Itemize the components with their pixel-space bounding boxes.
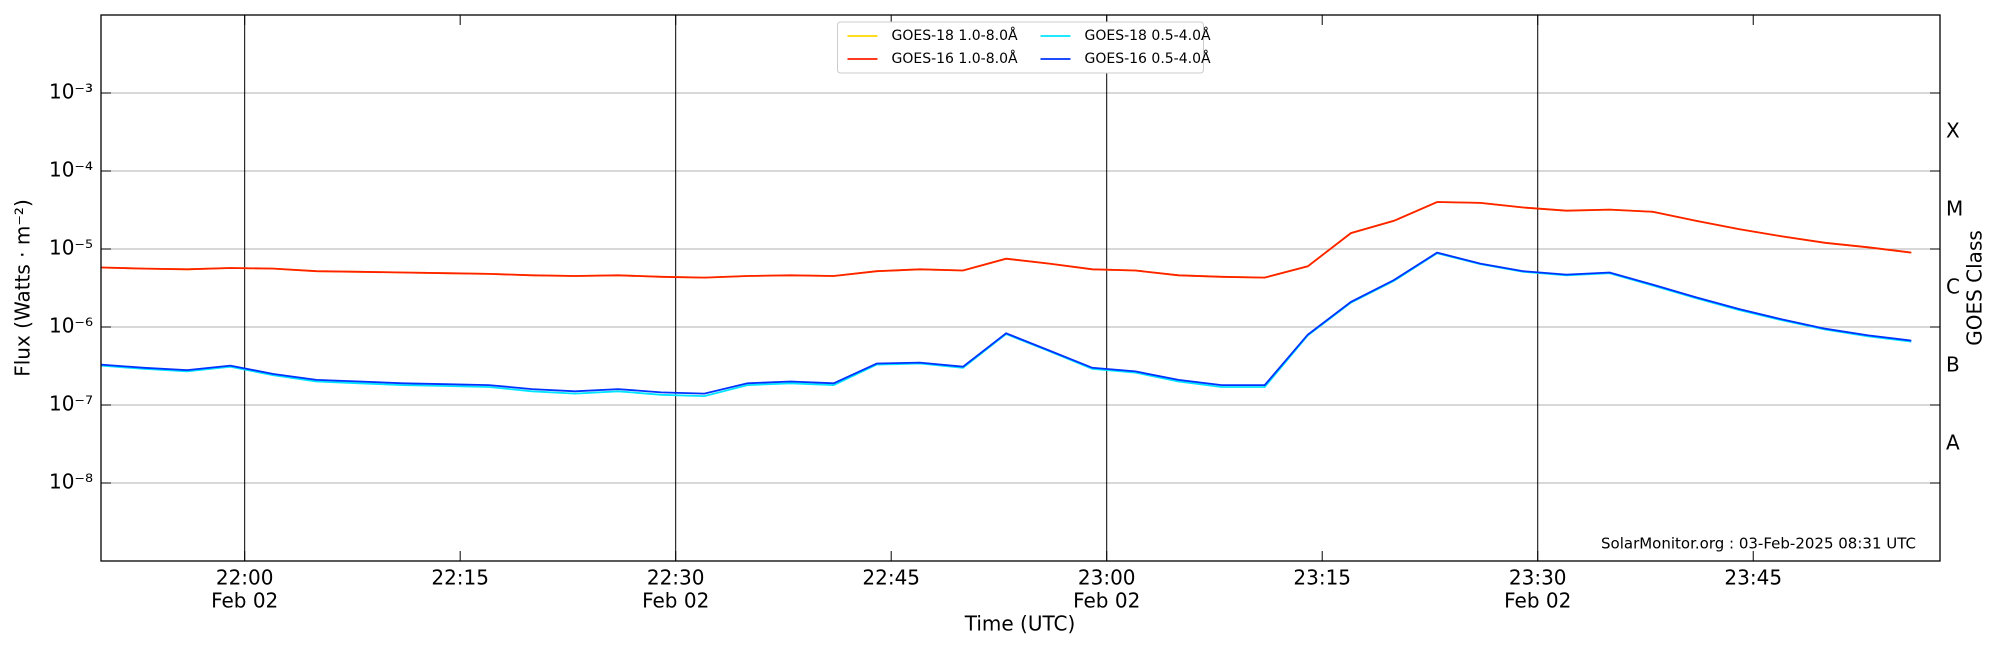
y-axis-label: Flux (Watts · m⁻²) — [11, 199, 35, 377]
y-tick-label: 10⁻⁷ — [49, 392, 93, 416]
plot-frame — [100, 14, 1941, 562]
series-line — [100, 201, 1912, 279]
series-line — [100, 252, 1912, 398]
legend-label: GOES-16 1.0-8.0Å — [892, 50, 1018, 67]
y-tick-label: 10⁻⁵ — [49, 236, 93, 260]
legend-box — [837, 21, 1204, 74]
legend: GOES-18 1.0-8.0Å GOES-16 1.0-8.0Å GOES-18 … — [837, 21, 1211, 74]
series-line — [100, 201, 1912, 279]
x-tick-label: 23:15 — [1293, 566, 1351, 590]
x-tick-label: Feb 02 — [1504, 589, 1571, 613]
y-tick-label: 10⁻⁶ — [49, 314, 93, 338]
series-line — [100, 251, 1912, 395]
y2-tick-label: B — [1946, 353, 1960, 377]
x-tick-label: 22:00 — [216, 566, 274, 590]
x-tick-label: 22:15 — [431, 566, 489, 590]
y-tick-label: 10⁻³ — [49, 80, 93, 104]
y2-tick-label: X — [1946, 119, 1960, 143]
x-tick-label: 22:45 — [862, 566, 920, 590]
x-tick-label: 23:45 — [1724, 566, 1782, 590]
legend-label: GOES-16 0.5-4.0Å — [1085, 50, 1211, 67]
y-tick-label: 10⁻⁴ — [49, 158, 93, 182]
y2-tick-label: M — [1946, 197, 1963, 221]
y2-tick-label: C — [1946, 275, 1960, 299]
legend-label: GOES-18 0.5-4.0Å — [1085, 27, 1211, 44]
y2-tick-label: A — [1946, 431, 1960, 455]
x-tick-label: 23:30 — [1509, 566, 1567, 590]
x-axis-label: Time (UTC) — [964, 612, 1076, 636]
y-tick-label: 10⁻⁸ — [49, 470, 93, 494]
y2-axis-label: GOES Class — [1963, 230, 1987, 346]
x-tick-label: Feb 02 — [1073, 589, 1140, 613]
x-tick-label: Feb 02 — [642, 589, 709, 613]
x-tick-label: 22:30 — [647, 566, 705, 590]
x-tick-label: Feb 02 — [211, 589, 278, 613]
x-tick-label: 23:00 — [1078, 566, 1136, 590]
annotation: SolarMonitor.org : 03-Feb-2025 08:31 UTC — [1601, 535, 1916, 553]
legend-label: GOES-18 1.0-8.0Å — [892, 27, 1018, 44]
